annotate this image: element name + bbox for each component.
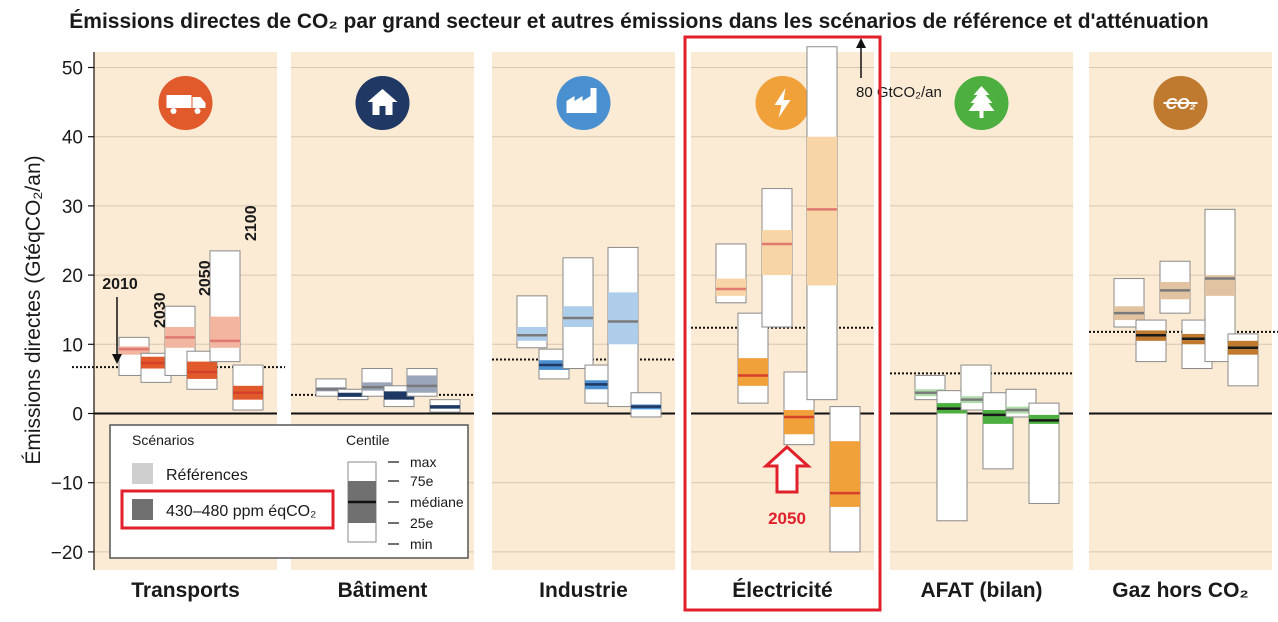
box-2050-reference bbox=[761, 188, 793, 328]
legend: Scénarios Centile Références 430–480 ppm éq… bbox=[109, 424, 469, 559]
legend-highlight-frame bbox=[120, 489, 335, 530]
iqr-box bbox=[407, 375, 437, 393]
sector-panel: CO₂ Gaz hors CO₂ bbox=[1089, 52, 1278, 602]
sector-label: AFAT (bilan) bbox=[920, 579, 1042, 602]
legend-centile-label: médiane bbox=[410, 494, 464, 510]
sector-label: Électricité bbox=[732, 579, 832, 602]
legend-centile-label: 75e bbox=[410, 473, 434, 489]
house-roof bbox=[367, 89, 398, 102]
iqr-box bbox=[830, 441, 860, 507]
legend-centile-label: max bbox=[410, 454, 436, 470]
box-2050-reference bbox=[164, 305, 196, 376]
iqr-box bbox=[784, 410, 814, 435]
year-label-2010: 2010 bbox=[102, 276, 138, 293]
y-axis: −20 −10 0 10 20 30 40 50 bbox=[51, 52, 95, 570]
box-2030-mitigation bbox=[1135, 319, 1167, 363]
y-tick-label: −10 bbox=[51, 474, 83, 495]
legend-reference-swatch bbox=[132, 463, 153, 484]
sector-panel: Industrie bbox=[492, 52, 675, 602]
box-2100-mitigation bbox=[1227, 333, 1259, 387]
box-2030-reference bbox=[715, 243, 747, 304]
truck-cab bbox=[192, 97, 206, 108]
y-tick-label: 50 bbox=[62, 59, 83, 80]
iqr-box bbox=[210, 316, 240, 348]
co2-glyph: CO₂ bbox=[1165, 96, 1195, 113]
y-tick-label: 40 bbox=[62, 128, 83, 149]
legend-centile-label: min bbox=[410, 536, 433, 552]
iqr-box bbox=[563, 306, 593, 327]
sector-label: Bâtiment bbox=[338, 579, 428, 602]
year-label-2100: 2100 bbox=[243, 205, 260, 241]
box-2030-mitigation bbox=[737, 312, 769, 404]
truck-wheel bbox=[194, 108, 201, 114]
no-co2-icon: CO₂ bbox=[1153, 76, 1208, 130]
highlight-arrow-icon bbox=[762, 444, 812, 494]
box-2030-reference bbox=[516, 295, 548, 349]
legend-reference-label: Références bbox=[166, 467, 248, 484]
arrow-2010-head bbox=[112, 354, 122, 364]
sector-label: Gaz hors CO₂ bbox=[1112, 579, 1249, 602]
box-2100-mitigation bbox=[630, 392, 662, 418]
legend-mitigation-swatch bbox=[132, 499, 153, 520]
chart-title: Émissions directes de CO₂ par grand sect… bbox=[69, 10, 1208, 33]
box-2030-mitigation bbox=[936, 390, 968, 522]
iqr-box bbox=[517, 327, 547, 341]
box-2100-mitigation bbox=[1028, 402, 1060, 504]
box-2100-mitigation bbox=[429, 399, 461, 413]
highlight-year-label: 2050 bbox=[768, 509, 806, 528]
iqr-box bbox=[119, 346, 149, 355]
box-2050-reference bbox=[1159, 260, 1191, 314]
factory-icon bbox=[556, 76, 611, 130]
iqr-box bbox=[716, 278, 746, 296]
box-2100-mitigation bbox=[232, 364, 264, 411]
truck-icon bbox=[158, 76, 213, 130]
tree-icon bbox=[954, 76, 1009, 130]
y-tick-label: 30 bbox=[62, 197, 83, 218]
tree-trunk bbox=[979, 111, 984, 118]
arrow-80-head bbox=[856, 38, 866, 48]
truck-body bbox=[166, 95, 192, 108]
highlight-frame bbox=[683, 35, 882, 612]
factory-body bbox=[566, 88, 597, 113]
iqr-box bbox=[762, 230, 792, 276]
legend-mitigation-label: 430–480 ppm éqCO₂ bbox=[166, 503, 316, 520]
box-2100-reference bbox=[209, 250, 241, 363]
sector-panel: AFAT (bilan) bbox=[890, 52, 1073, 602]
annotation-80: 80 GtCO₂/an bbox=[856, 84, 942, 101]
truck-wheel bbox=[170, 108, 177, 114]
y-tick-label: 10 bbox=[62, 335, 83, 356]
tree-crown bbox=[968, 86, 995, 111]
iqr-box bbox=[738, 358, 768, 386]
lightning-bolt bbox=[774, 88, 791, 118]
y-tick-label: 20 bbox=[62, 266, 83, 287]
house-door bbox=[379, 106, 386, 115]
sector-label: Industrie bbox=[539, 579, 628, 602]
box-2100-mitigation bbox=[829, 406, 861, 553]
iqr-box bbox=[807, 136, 837, 286]
box-2100-reference bbox=[806, 46, 838, 401]
y-axis-label: Émissions directes (GtéqCO₂/an) bbox=[22, 155, 45, 464]
box-2100-reference bbox=[406, 368, 438, 397]
legend-centile-label: 25e bbox=[410, 515, 434, 531]
sector-label: Transports bbox=[131, 579, 240, 602]
sector-panels: Transports Bâtiment Industrie Électricité AF… bbox=[72, 46, 1278, 602]
legend-scenarios-title: Scénarios bbox=[132, 432, 194, 448]
box-2100-reference bbox=[607, 246, 639, 408]
box-2030-reference bbox=[1113, 278, 1145, 328]
year-label-2030: 2030 bbox=[152, 292, 169, 328]
y-tick-label: 0 bbox=[72, 405, 83, 426]
box-2050-reference bbox=[562, 257, 594, 370]
iqr-box bbox=[1205, 275, 1235, 296]
lightning-icon bbox=[755, 76, 810, 130]
house-icon bbox=[355, 76, 410, 130]
iqr-box bbox=[187, 361, 217, 379]
iqr-box bbox=[608, 292, 638, 345]
legend-centile-title: Centile bbox=[346, 432, 390, 448]
annotations: 2010 2030 2050 2100 80 GtCO₂/an 2050 bbox=[102, 35, 942, 612]
year-label-2050: 2050 bbox=[197, 260, 214, 296]
y-tick-label: −20 bbox=[51, 543, 83, 564]
